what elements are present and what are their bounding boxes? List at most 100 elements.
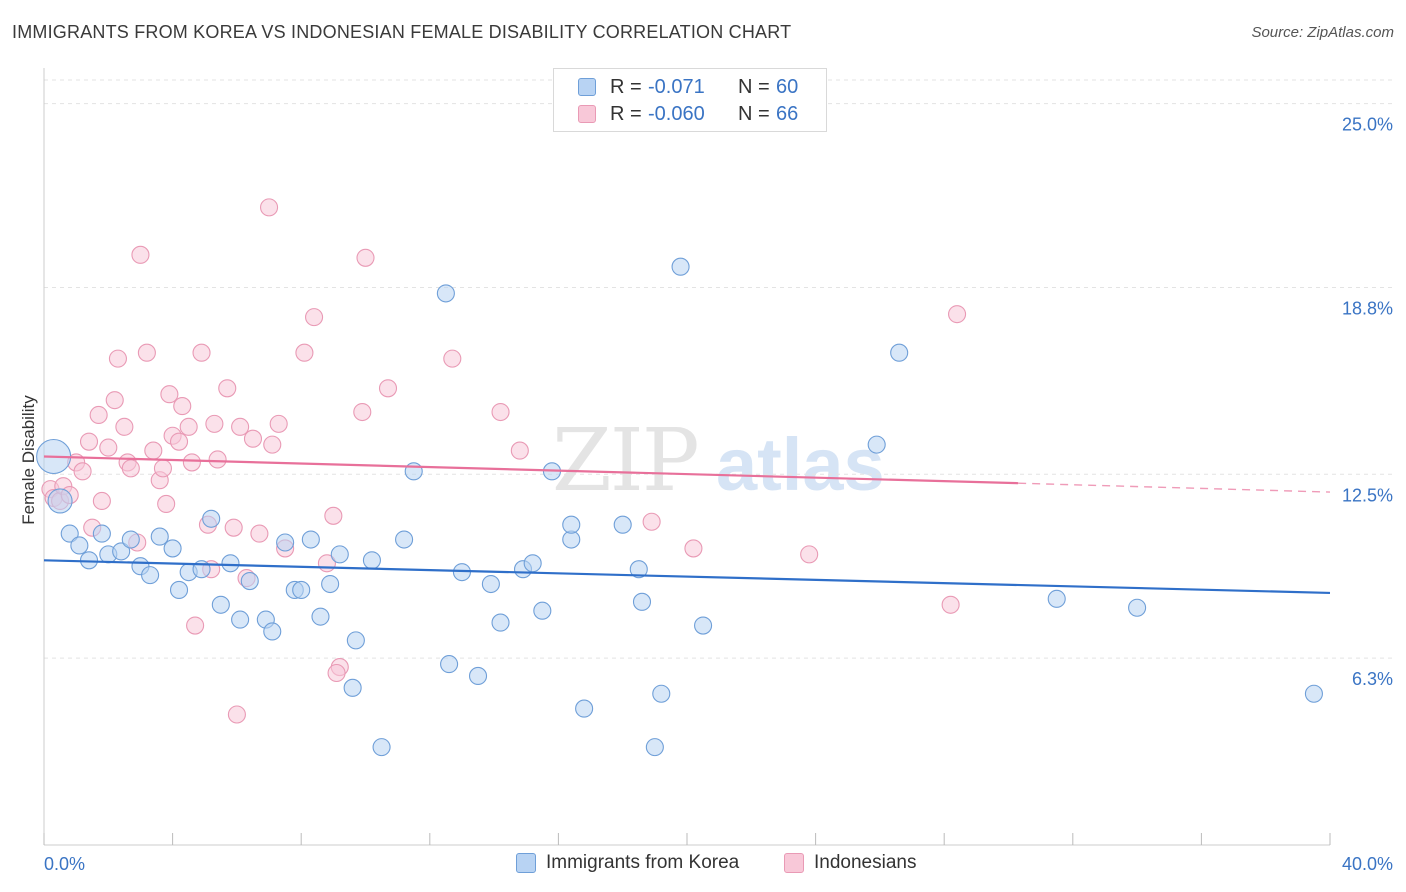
point-indonesians-7 xyxy=(79,432,99,451)
legend-n-label: N = xyxy=(738,102,770,125)
point-indonesians-16 xyxy=(121,459,140,478)
point-indonesians-37 xyxy=(224,518,243,537)
point-korea-60 xyxy=(1304,684,1323,703)
point-korea-10 xyxy=(141,566,160,585)
y-tick-label-1: 12.5% xyxy=(1342,485,1393,505)
point-indonesians-6 xyxy=(73,462,92,481)
point-indonesians-55 xyxy=(378,379,398,398)
trend-line-indonesians xyxy=(43,455,1019,485)
point-korea-18 xyxy=(221,554,240,573)
point-indonesians-63 xyxy=(948,305,967,324)
point-indonesians-20 xyxy=(144,441,163,460)
point-korea-29 xyxy=(330,545,349,564)
point-indonesians-53 xyxy=(356,248,375,267)
point-korea-57 xyxy=(890,343,909,362)
point-indonesians-31 xyxy=(192,343,211,362)
point-korea-36 xyxy=(436,284,455,303)
legend-n-value: 66 xyxy=(776,102,799,125)
point-korea-20 xyxy=(240,572,259,591)
y-tick-label-3: 25.0% xyxy=(1342,115,1393,135)
x-tick-label-max: 40.0% xyxy=(1342,854,1393,874)
y-axis-title: Female Disability xyxy=(19,395,38,525)
point-korea-19 xyxy=(231,610,250,629)
point-korea-32 xyxy=(362,551,381,570)
point-korea-28 xyxy=(321,574,340,594)
point-korea-7 xyxy=(112,542,131,561)
x-ticks xyxy=(43,833,1331,845)
point-indonesians-27 xyxy=(173,397,192,416)
legend-item-indonesians[interactable]: Indonesians xyxy=(784,852,916,874)
point-indonesians-23 xyxy=(157,494,176,514)
point-indonesians-11 xyxy=(99,438,118,457)
point-korea-50 xyxy=(629,560,648,579)
point-korea-53 xyxy=(652,684,671,703)
source-credit: Source: ZipAtlas.com xyxy=(1251,24,1394,41)
point-korea-49 xyxy=(613,515,632,534)
trend-lines xyxy=(43,455,1331,595)
point-korea-39 xyxy=(468,666,488,686)
watermark: ZIP atlas xyxy=(552,411,885,511)
point-indonesians-19 xyxy=(137,343,156,362)
point-indonesians-61 xyxy=(800,545,819,564)
point-indonesians-48 xyxy=(305,308,324,327)
point-korea-52 xyxy=(645,738,664,757)
point-indonesians-57 xyxy=(491,402,510,422)
point-korea-58 xyxy=(1047,589,1066,608)
point-korea-5 xyxy=(92,524,111,543)
point-korea-48 xyxy=(575,699,594,718)
point-indonesians-26 xyxy=(169,432,189,451)
point-indonesians-41 xyxy=(243,429,263,448)
point-indonesians-39 xyxy=(231,417,250,436)
point-korea-41 xyxy=(491,613,510,632)
point-korea-34 xyxy=(395,530,414,549)
point-korea-3 xyxy=(70,536,89,555)
point-korea-27 xyxy=(311,607,330,626)
data-points xyxy=(36,198,1323,757)
point-korea-23 xyxy=(276,533,295,552)
point-indonesians-18 xyxy=(131,245,150,264)
legend-r-value: -0.060 xyxy=(648,102,705,125)
point-indonesians-38 xyxy=(227,705,246,724)
point-korea-8 xyxy=(121,530,140,549)
point-korea-43 xyxy=(523,554,542,573)
chart-title: IMMIGRANTS FROM KOREA VS INDONESIAN FEMA… xyxy=(12,22,792,42)
point-indonesians-30 xyxy=(186,616,205,635)
point-indonesians-43 xyxy=(259,198,279,217)
point-korea-26 xyxy=(301,530,320,549)
trend-line-extension-indonesians xyxy=(1018,482,1331,493)
legend-n-label: N = xyxy=(738,75,770,98)
legend-n-value: 60 xyxy=(776,75,799,98)
legend-swatch-indonesians xyxy=(784,853,804,873)
legend-swatch-korea xyxy=(578,78,596,96)
point-indonesians-14 xyxy=(115,417,134,436)
x-tick-label-min: 0.0% xyxy=(44,854,85,874)
point-korea-33 xyxy=(372,738,391,757)
legend-row-korea: R = -0.071 N = 60 xyxy=(578,74,798,100)
point-indonesians-10 xyxy=(92,491,111,511)
legend-swatch-korea xyxy=(516,853,536,873)
point-indonesians-47 xyxy=(295,343,314,362)
point-korea-31 xyxy=(346,631,365,650)
point-korea-11 xyxy=(150,527,169,546)
point-korea-2 xyxy=(60,524,79,543)
point-indonesians-45 xyxy=(269,414,288,433)
point-korea-37 xyxy=(440,655,459,674)
point-korea-17 xyxy=(211,595,230,614)
legend-swatch-indonesians xyxy=(578,105,596,123)
legend-item-korea[interactable]: Immigrants from Korea xyxy=(516,852,739,874)
point-indonesians-9 xyxy=(89,405,108,425)
point-korea-38 xyxy=(452,563,472,582)
point-indonesians-12 xyxy=(105,391,124,410)
watermark-atlas: atlas xyxy=(716,423,885,506)
point-indonesians-29 xyxy=(182,453,201,472)
point-indonesians-60 xyxy=(684,539,703,558)
point-indonesians-59 xyxy=(642,512,661,531)
point-korea-51 xyxy=(632,592,652,611)
y-tick-label-0: 6.3% xyxy=(1352,669,1393,689)
point-indonesians-42 xyxy=(250,524,269,543)
point-indonesians-58 xyxy=(510,441,529,460)
point-indonesians-50 xyxy=(324,506,343,525)
point-indonesians-44 xyxy=(263,435,282,454)
point-korea-30 xyxy=(343,678,362,697)
